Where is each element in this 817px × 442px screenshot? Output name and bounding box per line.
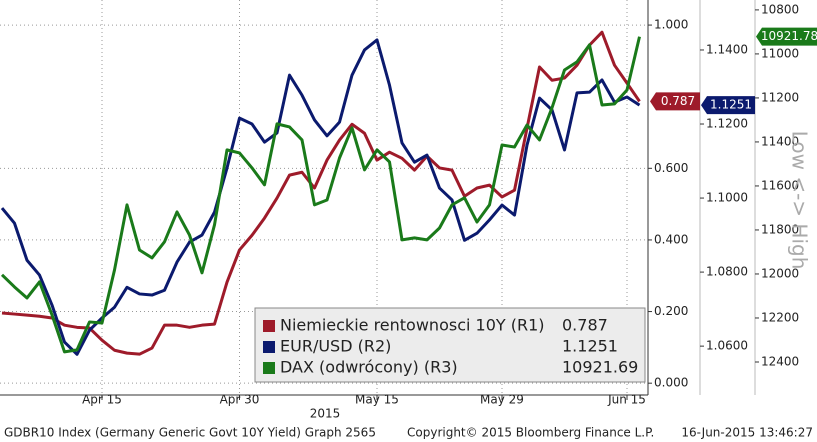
y-tick-label: 12000 bbox=[761, 266, 799, 280]
side-label: Low <-> High bbox=[788, 131, 812, 270]
x-tick-label: May 29 bbox=[480, 393, 524, 407]
y-tick-label: 11000 bbox=[761, 46, 799, 60]
value-tag-label: 10921.78 bbox=[761, 29, 817, 43]
y-tick-label: 10800 bbox=[761, 2, 799, 16]
x-axis-label: 2015 bbox=[310, 407, 341, 421]
legend-box bbox=[254, 307, 646, 383]
y-tick-label: 0.000 bbox=[654, 376, 688, 390]
y-tick-label: 1.0800 bbox=[706, 265, 748, 279]
x-tick-label: May 15 bbox=[355, 393, 399, 407]
plot bbox=[0, 30, 641, 356]
y-tick-label: 11200 bbox=[761, 90, 799, 104]
line bbox=[0, 36, 641, 354]
y-tick-label: 1.1200 bbox=[706, 117, 748, 131]
y-tick-label: 0.600 bbox=[654, 161, 688, 175]
legend-swatch bbox=[263, 320, 275, 332]
y-tick-label: 12400 bbox=[761, 354, 799, 368]
x-tick-label: Apr 30 bbox=[220, 393, 260, 407]
y-tick-label: 12200 bbox=[761, 310, 799, 324]
legend-value: 10921.69 bbox=[562, 358, 638, 377]
axes: 0.000 0.200 0.400 0.600 1.000 1.0600 1.0800 1.1… bbox=[82, 2, 817, 407]
value-tag-label: 1.1251 bbox=[710, 98, 752, 112]
y-tick-label: 11400 bbox=[761, 134, 799, 148]
legend: Niemieckie rentownosci 10Y (R1) 0.787 EUR/… bbox=[263, 316, 638, 377]
y-tick-label: 1.1400 bbox=[706, 42, 748, 56]
value-tag bbox=[756, 27, 817, 46]
footer-center: Copyright© 2015 Bloomberg Finance L.P. bbox=[407, 426, 654, 440]
y-tick-label: 0.200 bbox=[654, 304, 688, 318]
value-tag bbox=[650, 92, 700, 111]
x-tick-label: Apr 15 bbox=[82, 393, 122, 407]
value-tag-label: 0.787 bbox=[661, 94, 695, 108]
legend-value: 1.1251 bbox=[562, 337, 618, 356]
legend-label: EUR/USD (R2) bbox=[280, 337, 391, 356]
footer-left: GDBR10 Index (Germany Generic Govt 10Y Y… bbox=[4, 426, 376, 440]
value-tag bbox=[701, 96, 755, 115]
y-tick-label: 1.1000 bbox=[706, 191, 748, 205]
legend-label: Niemieckie rentownosci 10Y (R1) bbox=[280, 316, 545, 335]
y-tick-label: 11600 bbox=[761, 178, 799, 192]
y-tick-label: 0.400 bbox=[654, 232, 688, 246]
line bbox=[1, 30, 641, 356]
legend-label: DAX (odwrócony) (R3) bbox=[280, 358, 458, 377]
footer-right: 16-Jun-2015 13:46:27 bbox=[681, 426, 813, 440]
legend-swatch bbox=[263, 341, 275, 353]
line bbox=[0, 38, 641, 356]
x-tick-label: Jun 15 bbox=[607, 393, 646, 407]
y-tick-label: 1.0600 bbox=[706, 339, 748, 353]
legend-swatch bbox=[263, 362, 275, 374]
y-tick-label: 11800 bbox=[761, 222, 799, 236]
y-tick-label: 1.000 bbox=[654, 18, 688, 32]
legend-value: 0.787 bbox=[562, 316, 608, 335]
